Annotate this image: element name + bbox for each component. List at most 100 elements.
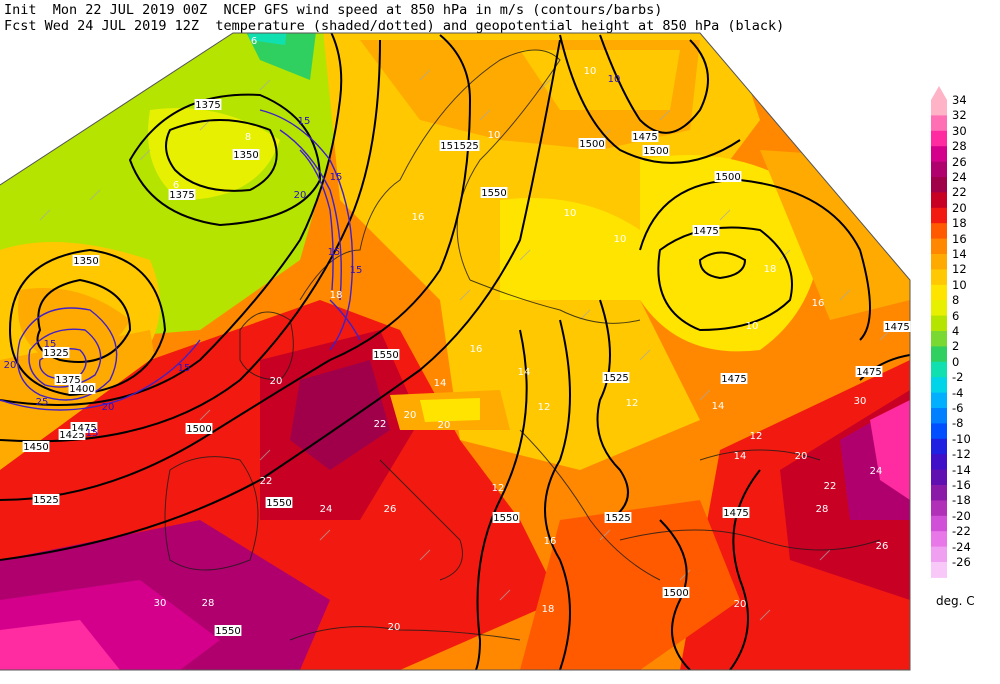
temperature-label: 16	[544, 536, 557, 547]
svg-text:22: 22	[260, 476, 273, 487]
temperature-label: 20	[734, 599, 747, 610]
height-label: 1525	[602, 372, 630, 384]
svg-text:1525: 1525	[453, 141, 478, 152]
legend-swatch	[931, 392, 947, 409]
svg-text:15: 15	[44, 339, 57, 350]
legend-label: 32	[952, 108, 967, 123]
svg-text:22: 22	[374, 419, 387, 430]
temperature-label: 14	[434, 378, 447, 389]
svg-text:25: 25	[36, 397, 49, 408]
legend-swatch	[931, 331, 947, 347]
wind-labels: 15 15 20 15 15 20 25 15 15 20 15 10	[4, 74, 621, 439]
height-label: 1450	[22, 441, 50, 453]
height-label: 1475	[70, 422, 98, 434]
legend-label: 24	[952, 170, 967, 184]
wind-contours	[0, 109, 361, 411]
temperature-label: 12	[750, 431, 763, 442]
temperature-label: 22	[260, 476, 273, 487]
legend-swatch	[931, 546, 947, 563]
svg-text:1475: 1475	[632, 132, 657, 143]
legend-swatch	[931, 161, 947, 178]
svg-text:1475: 1475	[71, 423, 96, 434]
temperature-label: 20	[388, 622, 401, 633]
temperature-label: 6	[251, 36, 257, 47]
svg-text:20: 20	[294, 190, 307, 201]
height-label: 1550	[480, 187, 508, 199]
svg-text:28: 28	[816, 504, 829, 515]
svg-text:1475: 1475	[723, 508, 748, 519]
wind-label: 15	[298, 116, 311, 127]
svg-text:18: 18	[542, 604, 555, 615]
height-label: 1425	[58, 429, 86, 441]
legend-label: 12	[952, 262, 967, 277]
temperature-label: 20	[438, 420, 451, 431]
temperature-label: 10	[564, 208, 577, 219]
svg-text:20: 20	[404, 410, 417, 421]
wind-label: 15	[330, 172, 343, 183]
height-label: 1525	[452, 140, 480, 152]
temperature-label: 26	[876, 541, 889, 552]
svg-text:30: 30	[154, 598, 167, 609]
svg-text:1550: 1550	[266, 498, 291, 509]
legend-swatch	[931, 500, 947, 517]
wind-label: 20	[102, 402, 115, 413]
svg-text:1550: 1550	[373, 350, 398, 361]
legend-label: 20	[952, 200, 967, 215]
svg-text:20: 20	[438, 420, 451, 431]
temperature-label: 10	[584, 66, 597, 77]
svg-text:1450: 1450	[23, 442, 48, 453]
temperature-label: 24	[320, 504, 333, 515]
svg-text:20: 20	[795, 451, 808, 462]
height-label: 1525	[604, 512, 632, 524]
legend-swatch	[931, 130, 947, 147]
legend-swatch	[931, 515, 947, 532]
legend-swatch	[931, 315, 947, 332]
legend-swatch	[931, 238, 947, 255]
legend-label: -20	[952, 508, 971, 523]
svg-text:16: 16	[470, 344, 483, 355]
svg-text:18: 18	[764, 264, 777, 275]
legend-label: -12	[952, 447, 971, 462]
temperature-label: 20	[795, 451, 808, 462]
legend-label: 22	[952, 185, 967, 200]
temperature-label: 14	[518, 367, 531, 378]
svg-text:12: 12	[750, 431, 763, 442]
legend-label: -6	[952, 401, 964, 415]
svg-text:1475: 1475	[693, 226, 718, 237]
svg-text:10: 10	[584, 66, 597, 77]
svg-text:1500: 1500	[643, 146, 668, 157]
svg-text:28: 28	[202, 598, 215, 609]
chart-title-line-1: Init Mon 22 JUL 2019 00Z NCEP GFS wind s…	[4, 2, 663, 18]
svg-text:15: 15	[178, 363, 191, 374]
legend-label: 30	[952, 123, 967, 138]
svg-text:1350: 1350	[233, 150, 258, 161]
svg-text:30: 30	[854, 396, 867, 407]
legend-swatch	[931, 469, 947, 486]
height-label: 1550	[265, 497, 293, 509]
height-label: 1500	[578, 138, 606, 150]
legend-swatch	[931, 192, 947, 209]
svg-text:6: 6	[251, 36, 257, 47]
legend-swatch	[931, 377, 947, 394]
svg-text:15: 15	[330, 172, 343, 183]
svg-text:10: 10	[608, 74, 621, 85]
svg-text:10: 10	[614, 234, 627, 245]
legend-label: 16	[952, 231, 967, 246]
svg-text:15: 15	[86, 428, 99, 439]
height-label: 1550	[372, 349, 400, 361]
height-label: 1350	[72, 255, 100, 267]
legend-label: -24	[952, 539, 971, 554]
legend-swatch	[931, 423, 947, 440]
svg-text:20: 20	[4, 360, 17, 371]
wind-label: 15	[328, 247, 341, 258]
svg-text:26: 26	[876, 541, 889, 552]
legend-swatch	[931, 300, 947, 317]
legend-label: 14	[952, 247, 967, 261]
legend-label: 34	[952, 93, 967, 107]
svg-text:15: 15	[328, 247, 341, 258]
legend-label: -2	[952, 370, 964, 385]
height-label: 1475	[855, 366, 883, 378]
svg-text:15: 15	[298, 116, 311, 127]
wind-label: 10	[608, 74, 621, 85]
